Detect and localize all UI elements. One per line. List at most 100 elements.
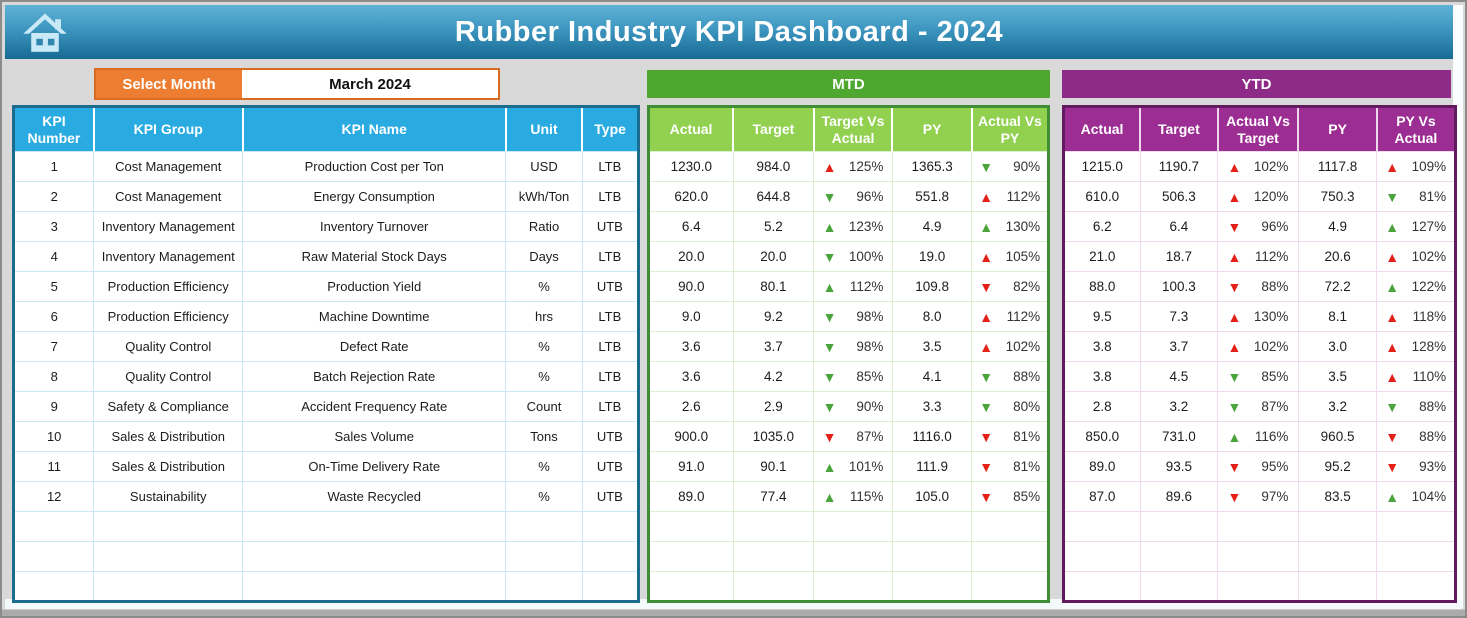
percent-value: 128% [1411, 339, 1447, 354]
empty-cell [891, 541, 973, 572]
col-header-ytd-actual: Actual [1063, 106, 1142, 152]
empty-cell [1217, 511, 1299, 542]
percent-value: 112% [1254, 249, 1289, 264]
down-triangle-icon: ▼ [1385, 398, 1400, 415]
target-vs-actual-cell: ▼ 85% [813, 361, 893, 392]
empty-row [648, 571, 1049, 602]
table-row: 9.5 7.3 ▲ 130% 8.1 ▲ 118% [1063, 301, 1456, 332]
empty-cell [1139, 541, 1219, 572]
kpi-name-cell: Energy Consumption [242, 181, 507, 212]
home-icon[interactable] [21, 12, 69, 54]
actual-cell: 3.6 [648, 361, 734, 392]
percent-value: 97% [1261, 489, 1289, 504]
actual-vs-py-cell: ▼ 90% [971, 151, 1049, 182]
up-triangle-icon: ▲ [1385, 278, 1400, 295]
empty-cell [1063, 571, 1141, 602]
table-row: 3 Inventory Management Inventory Turnover R… [12, 211, 640, 242]
kpi-name-cell: On-Time Delivery Rate [242, 451, 507, 482]
kpi-name-cell: Sales Volume [242, 421, 507, 452]
percent-value: 96% [1261, 219, 1289, 234]
up-triangle-icon: ▲ [822, 488, 837, 505]
actual-cell: 2.8 [1063, 391, 1141, 422]
table-row: 89.0 93.5 ▼ 95% 95.2 ▼ 93% [1063, 451, 1456, 482]
table-row: 6.4 5.2 ▲ 123% 4.9 ▲ 130% [648, 211, 1049, 242]
down-triangle-icon: ▼ [822, 368, 837, 385]
col-header-ytd-actual-vs-target: Actual Vs Target [1217, 106, 1300, 152]
month-selector: Select Month March 2024 [94, 68, 500, 100]
kpi-number-cell: 8 [12, 361, 95, 392]
page-title: Rubber Industry KPI Dashboard - 2024 [454, 15, 1004, 48]
unit-cell: % [505, 481, 583, 512]
unit-cell: Ratio [505, 211, 583, 242]
empty-cell [1376, 511, 1456, 542]
unit-cell: USD [505, 151, 583, 182]
down-triangle-icon: ▼ [1227, 278, 1242, 295]
actual-vs-py-cell: ▲ 112% [971, 181, 1049, 212]
target-cell: 93.5 [1139, 451, 1219, 482]
up-triangle-icon: ▲ [1227, 248, 1242, 265]
percent-value: 112% [849, 279, 884, 294]
empty-row [648, 511, 1049, 542]
col-header-mtd-py: PY [892, 106, 973, 152]
up-triangle-icon: ▲ [822, 158, 837, 175]
table-row: 89.0 77.4 ▲ 115% 105.0 ▼ 85% [648, 481, 1049, 512]
right-margin [1453, 5, 1463, 608]
empty-cell [648, 571, 734, 602]
empty-row [12, 511, 640, 542]
actual-vs-target-cell: ▼ 88% [1217, 271, 1299, 302]
actual-vs-target-cell: ▼ 87% [1217, 391, 1299, 422]
target-cell: 644.8 [732, 181, 815, 212]
empty-cell [971, 511, 1049, 542]
down-triangle-icon: ▼ [1227, 488, 1242, 505]
type-cell: LTB [581, 241, 640, 272]
empty-row [648, 541, 1049, 572]
empty-cell [1297, 571, 1378, 602]
empty-cell [12, 571, 95, 602]
type-cell: UTB [581, 271, 640, 302]
percent-value: 100% [848, 249, 884, 264]
percent-value: 105% [1005, 249, 1041, 264]
actual-vs-py-cell: ▲ 105% [971, 241, 1049, 272]
py-cell: 8.0 [891, 301, 973, 332]
kpi-group-cell: Quality Control [93, 361, 244, 392]
percent-value: 88% [1261, 279, 1289, 294]
bottom-scroll-strip[interactable] [2, 609, 1465, 616]
py-cell: 111.9 [891, 451, 973, 482]
target-cell: 2.9 [732, 391, 815, 422]
empty-cell [12, 541, 95, 572]
percent-value: 87% [856, 429, 884, 444]
actual-vs-py-cell: ▼ 88% [971, 361, 1049, 392]
target-vs-actual-cell: ▼ 96% [813, 181, 893, 212]
py-cell: 19.0 [891, 241, 973, 272]
kpi-name-cell: Waste Recycled [242, 481, 507, 512]
unit-cell: % [505, 331, 583, 362]
py-cell: 95.2 [1297, 451, 1378, 482]
kpi-definition-table: KPI Number KPI Group KPI Name Unit Type … [12, 105, 640, 603]
empty-cell [93, 511, 244, 542]
percent-value: 115% [849, 489, 884, 504]
kpi-number-cell: 12 [12, 481, 95, 512]
down-triangle-icon: ▼ [822, 308, 837, 325]
target-cell: 18.7 [1139, 241, 1219, 272]
month-dropdown[interactable]: March 2024 [242, 70, 498, 98]
py-cell: 3.2 [1297, 391, 1378, 422]
unit-cell: Days [505, 241, 583, 272]
up-triangle-icon: ▲ [1227, 308, 1242, 325]
percent-value: 88% [1419, 399, 1447, 414]
col-header-mtd-target-vs-actual: Target Vs Actual [813, 106, 894, 152]
actual-cell: 9.0 [648, 301, 734, 332]
target-vs-actual-cell: ▲ 112% [813, 271, 893, 302]
down-triangle-icon: ▼ [979, 398, 994, 415]
up-triangle-icon: ▲ [1227, 338, 1242, 355]
empty-cell [813, 541, 893, 572]
up-triangle-icon: ▲ [822, 458, 837, 475]
percent-value: 85% [1261, 369, 1289, 384]
empty-cell [813, 571, 893, 602]
py-vs-actual-cell: ▼ 88% [1376, 391, 1456, 422]
down-triangle-icon: ▼ [822, 188, 837, 205]
py-vs-actual-cell: ▼ 93% [1376, 451, 1456, 482]
percent-value: 102% [1411, 249, 1447, 264]
py-cell: 8.1 [1297, 301, 1378, 332]
empty-cell [1297, 511, 1378, 542]
empty-cell [891, 571, 973, 602]
